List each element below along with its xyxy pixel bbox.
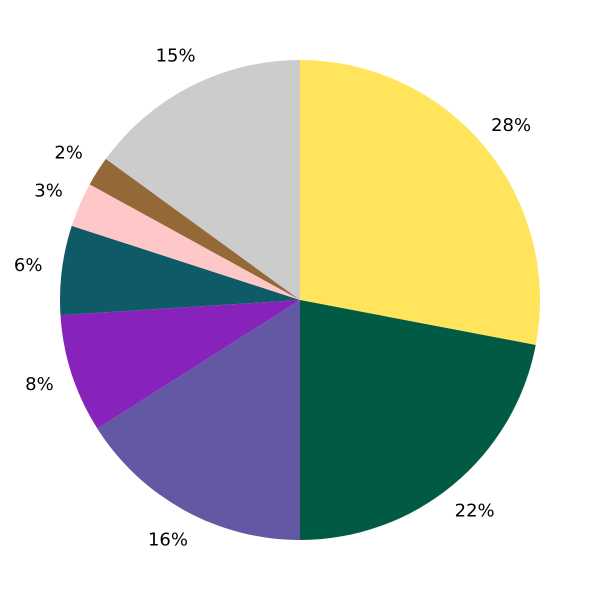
pie-slice	[97, 300, 300, 540]
pie-slice	[71, 184, 301, 300]
slice-label: 16%	[148, 530, 188, 551]
pie-slice	[60, 300, 300, 429]
pie-slice	[300, 60, 540, 345]
pie-slice	[300, 300, 536, 540]
slice-label: 15%	[156, 45, 196, 66]
pie-slice	[59, 225, 300, 316]
slice-label: 6%	[14, 255, 43, 276]
slice-label: 8%	[25, 374, 54, 395]
slice-label: 2%	[54, 143, 83, 164]
slice-label: 3%	[34, 181, 63, 202]
slice-label: 22%	[455, 501, 495, 522]
pie-slice	[105, 60, 300, 300]
slice-label: 28%	[491, 115, 531, 136]
pie-slice	[89, 158, 300, 300]
